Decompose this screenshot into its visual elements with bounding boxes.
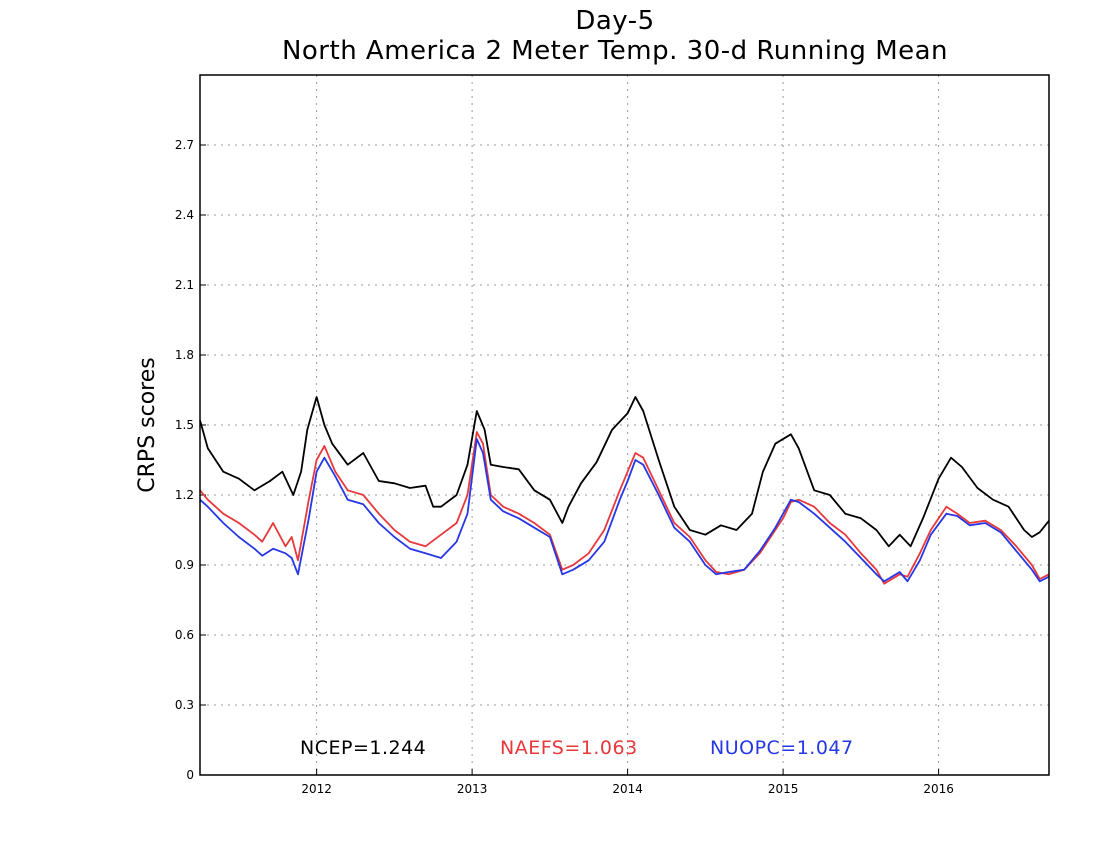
x-tick-label: 2012 — [301, 782, 332, 796]
x-tick-label: 2015 — [768, 782, 799, 796]
y-tick-label: 2.7 — [175, 138, 194, 152]
chart-subtitle: North America 2 Meter Temp. 30-d Running… — [282, 36, 948, 66]
y-tick-label: 1.8 — [175, 348, 194, 362]
series-line-nuopc — [199, 438, 1050, 583]
y-axis-label: CRPS scores — [135, 357, 160, 492]
y-tick-label: 0.6 — [175, 628, 194, 642]
y-tick-label: 1.5 — [175, 418, 194, 432]
legend-naefs-label: NAEFS=1.063 — [500, 737, 638, 759]
y-tick-label: 1.2 — [175, 488, 194, 502]
x-tick-label: 2013 — [457, 782, 488, 796]
series-line-naefs — [199, 431, 1050, 585]
series-layer — [199, 396, 1050, 585]
x-tick-label: 2014 — [612, 782, 643, 796]
x-tick-label: 2016 — [923, 782, 954, 796]
series-line-ncep — [199, 396, 1050, 548]
y-tick-label: 2.4 — [175, 208, 194, 222]
legend-nuopc-label: NUOPC=1.047 — [710, 737, 854, 759]
plot-frame — [199, 74, 1050, 776]
ticks-layer: 0 0.3 0.6 0.9 1.2 1.5 1.8 2.1 2.4 2.7 2012 2013 2014… — [175, 138, 954, 796]
legend-ncep-label: NCEP=1.244 — [300, 737, 426, 759]
grid-layer — [200, 75, 1049, 776]
y-tick-label: 0.9 — [175, 558, 194, 572]
y-tick-label: 0.3 — [175, 698, 194, 712]
chart-title: Day-5 — [575, 6, 654, 36]
y-tick-label: 0 — [186, 768, 194, 782]
y-tick-label: 2.1 — [175, 278, 194, 292]
